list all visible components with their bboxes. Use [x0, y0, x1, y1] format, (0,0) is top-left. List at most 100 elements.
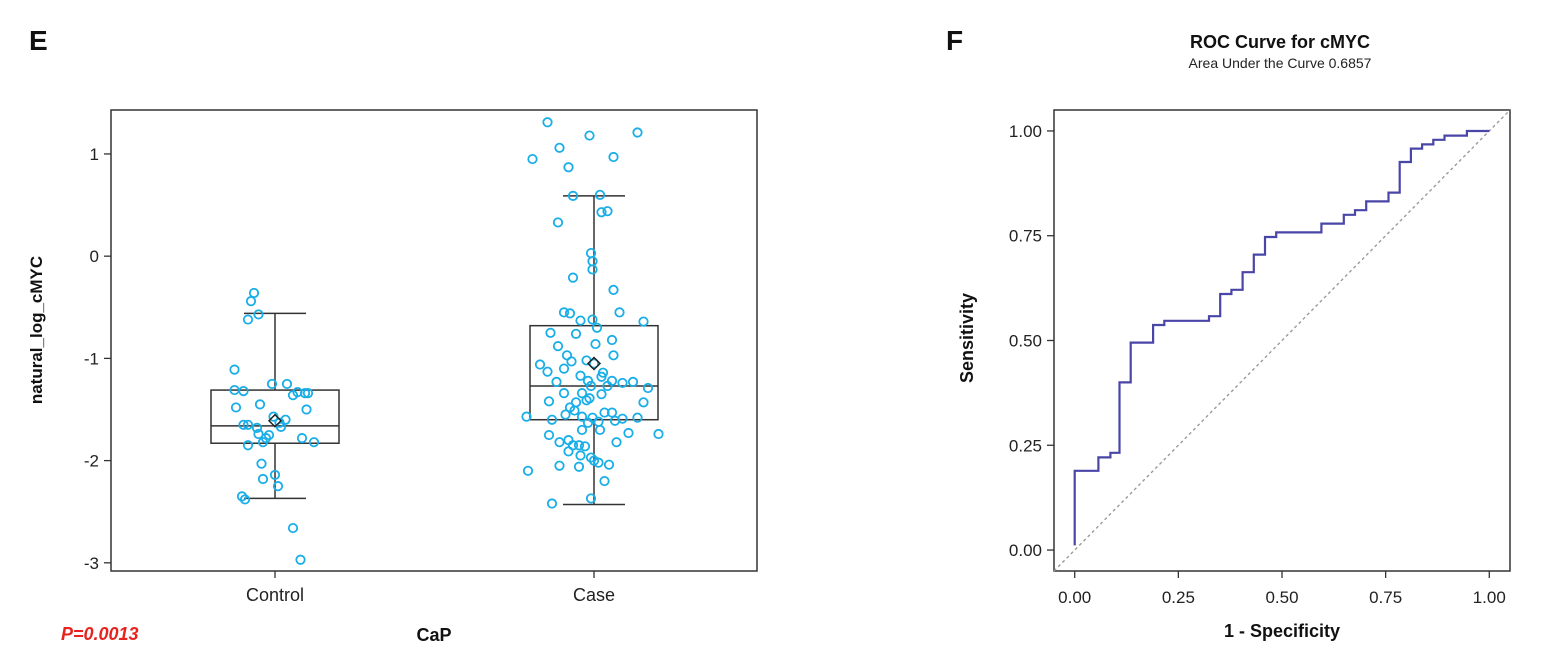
data-point	[596, 389, 607, 400]
data-point	[573, 440, 585, 451]
data-point	[584, 130, 595, 141]
data-point	[614, 307, 625, 318]
y-tick-label: 0.50	[1009, 332, 1042, 351]
data-point	[623, 427, 634, 439]
data-point	[632, 127, 643, 138]
data-point	[594, 424, 606, 436]
roc-y-label: Sensitivity	[957, 293, 977, 383]
y-tick-label: -1	[84, 349, 99, 368]
data-point	[301, 404, 312, 415]
data-point	[575, 315, 586, 326]
data-point	[543, 396, 555, 407]
data-point	[245, 296, 257, 307]
data-point	[587, 256, 598, 267]
y-tick-label: 1	[90, 145, 99, 164]
box-plot-x-label: CaP	[416, 625, 451, 645]
data-point	[576, 411, 588, 422]
data-point	[242, 314, 254, 325]
data-point	[558, 388, 570, 399]
data-point	[596, 207, 607, 218]
data-point	[602, 206, 613, 217]
mean-marker	[586, 356, 602, 371]
x-tick-label: 0.75	[1369, 588, 1402, 607]
data-point	[638, 316, 649, 327]
data-point	[587, 314, 598, 325]
roc-reference-diagonal	[1053, 109, 1511, 572]
data-point	[585, 452, 597, 463]
data-point	[567, 272, 579, 283]
box-plot-points	[229, 117, 664, 565]
x-tick-label: 0.00	[1058, 588, 1091, 607]
data-point	[281, 378, 293, 390]
data-point	[627, 376, 639, 387]
data-point	[602, 380, 613, 392]
data-point	[581, 395, 592, 406]
data-point	[569, 405, 580, 416]
data-point	[275, 421, 287, 432]
data-point	[257, 437, 269, 448]
data-point	[608, 284, 619, 296]
data-point	[585, 380, 597, 392]
data-point	[585, 493, 597, 504]
data-point	[606, 334, 618, 346]
data-point	[527, 153, 538, 165]
data-point	[554, 142, 565, 153]
data-point	[546, 498, 558, 509]
data-point	[236, 491, 248, 502]
data-point	[534, 359, 546, 370]
data-point	[558, 363, 570, 374]
data-point	[302, 388, 314, 399]
data-point	[552, 217, 564, 228]
box-plot-frame	[110, 109, 758, 572]
roc-title: ROC Curve for cMYC	[1190, 32, 1370, 52]
data-point	[522, 465, 534, 476]
data-point	[257, 473, 269, 485]
data-point	[603, 459, 615, 470]
data-point	[551, 376, 562, 387]
data-point	[230, 402, 242, 413]
x-tick-label: 0.25	[1162, 588, 1195, 607]
roc-y-ticks: 0.00 0.25 0.50 0.75 1.00	[1009, 122, 1054, 560]
data-point	[253, 309, 264, 320]
y-tick-label: 0.75	[1009, 227, 1042, 246]
data-point	[582, 375, 594, 386]
data-point	[295, 554, 306, 565]
data-point	[642, 382, 654, 394]
x-tick-label: 1.00	[1473, 588, 1506, 607]
x-tick-label: Case	[573, 585, 615, 605]
roc-curve	[1073, 129, 1490, 546]
box-plot-means	[267, 356, 602, 428]
roc-x-ticks: 0.00 0.25 0.50 0.75 1.00	[1058, 571, 1506, 607]
data-point	[546, 414, 558, 425]
data-point	[560, 409, 571, 420]
data-point	[254, 399, 266, 410]
data-point	[653, 428, 664, 440]
data-point	[573, 461, 585, 472]
data-point	[596, 371, 607, 382]
data-point	[590, 338, 601, 350]
data-point	[608, 151, 619, 163]
data-point	[567, 190, 579, 201]
y-tick-label: -2	[84, 452, 99, 471]
data-point	[587, 264, 598, 275]
data-point	[599, 475, 610, 487]
data-point	[266, 378, 278, 390]
panel-letter-f: F	[946, 25, 963, 56]
data-point	[543, 429, 555, 441]
data-point	[287, 522, 299, 534]
y-tick-label: 1.00	[1009, 122, 1042, 141]
box-plot-panel: 1 0 -1 -2 -3 Control Case natural_log_cMYC Ca…	[27, 109, 758, 645]
data-point	[542, 366, 553, 377]
data-point	[242, 419, 254, 430]
data-point	[579, 441, 591, 452]
data-point	[308, 437, 320, 448]
data-point	[545, 327, 556, 338]
data-point	[611, 437, 622, 448]
data-point	[253, 428, 264, 440]
data-point	[521, 411, 532, 422]
y-tick-label: 0.00	[1009, 541, 1042, 560]
data-point	[563, 162, 574, 173]
panel-letter-e: E	[29, 25, 48, 56]
data-point	[588, 358, 600, 369]
data-point	[554, 460, 565, 471]
